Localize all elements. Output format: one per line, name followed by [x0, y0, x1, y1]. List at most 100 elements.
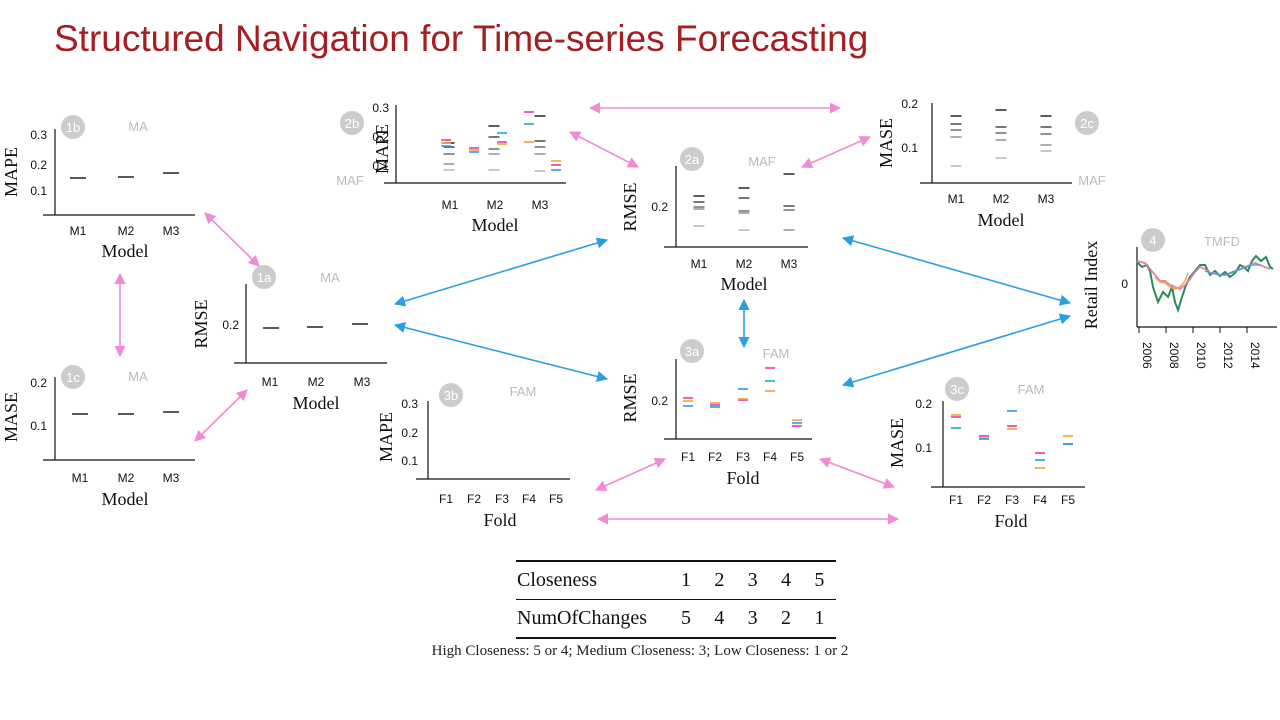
table-cell: 4	[769, 561, 803, 600]
y-tick-label: 0.3	[372, 101, 389, 115]
y-tick-label: 0.1	[30, 184, 47, 198]
y-tick-label: 0.1	[372, 159, 389, 173]
data-marks	[951, 410, 1073, 469]
x-tick-label: M1	[442, 198, 459, 212]
view-label: FAM	[763, 346, 790, 361]
x-tick-label: 2012	[1221, 342, 1235, 369]
blue-arrow	[841, 235, 1072, 306]
x-tick-label: 2014	[1248, 342, 1262, 369]
x-tick-label: 2010	[1194, 342, 1208, 369]
data-marks	[693, 173, 795, 231]
y-axis-label: MAPE	[1, 147, 21, 197]
y-axis-label: RMSE	[620, 182, 640, 231]
navigation-figure: 1b MA 0.1 0.2 0.3 MAPE M1 M2 M3 Model 1c…	[1, 97, 1277, 527]
data-marks	[443, 115, 546, 172]
x-tick-label: F5	[549, 492, 563, 506]
data-marks	[950, 109, 1052, 167]
x-axis-label: Fold	[483, 510, 516, 527]
x-tick-label: F2	[708, 450, 722, 464]
y-tick-label: 0.2	[372, 130, 389, 144]
panel-badge	[252, 265, 276, 289]
panel-id: 3c	[950, 382, 964, 397]
pink-arrow	[818, 457, 896, 489]
panel-id: 4	[1149, 233, 1156, 248]
panel-1c: 1c MA 0.1 0.2 MASE M1 M2 M3 Model	[1, 365, 195, 509]
x-tick-label: M2	[993, 192, 1010, 206]
x-tick-label: F3	[1005, 493, 1019, 507]
y-axis-label: RMSE	[191, 299, 211, 348]
panel-badge	[1141, 228, 1165, 252]
view-label: TMFD	[1204, 234, 1240, 249]
y-tick-label: 0.2	[30, 158, 47, 172]
x-tick-label: F1	[439, 492, 453, 506]
view-label: MAF	[748, 154, 776, 169]
y-tick-label: 0.1	[401, 454, 418, 468]
x-axis-label: Model	[293, 393, 340, 413]
x-tick-label: M2	[118, 471, 135, 485]
table-cell: 5	[802, 561, 836, 600]
table-row: NumOfChanges 5 4 3 2 1	[516, 600, 836, 639]
panel-1b: 1b MA 0.1 0.2 0.3 MAPE M1 M2 M3 Model	[1, 115, 195, 261]
view-label: MA	[128, 369, 148, 384]
x-tick-label: F1	[681, 450, 695, 464]
series-line	[1204, 264, 1260, 276]
x-tick-label: F3	[495, 492, 509, 506]
panel-4: 4 TMFD 0 Retail Index 2006 2008 2010 201…	[1081, 228, 1277, 369]
x-tick-label: F2	[977, 493, 991, 507]
y-tick-label: 0.2	[30, 376, 47, 390]
pink-arrow	[800, 135, 872, 169]
y-tick-label: 0.3	[30, 128, 47, 142]
y-axis-label: MAPE	[376, 412, 396, 462]
y-axis-label: Retail Index	[1081, 241, 1101, 329]
x-tick-label: M1	[691, 257, 708, 271]
panel-id: 2b	[345, 116, 359, 131]
x-tick-label: M2	[736, 257, 753, 271]
table-cell: 2	[702, 561, 736, 600]
y-axis-label: MASE	[887, 418, 907, 468]
panel-badge	[680, 339, 704, 363]
x-axis-label: Model	[721, 274, 768, 294]
panel-2b: 2b MAF 0.1 0.2 0.3 MAPE M1 M2 M3 Model	[336, 101, 566, 235]
view-label: FAM	[510, 384, 537, 399]
y-tick-label: 0.1	[915, 441, 932, 455]
x-axis-label: Fold	[726, 468, 759, 488]
blue-arrow	[841, 313, 1072, 388]
x-axis-label: Model	[102, 489, 149, 509]
table-row: Closeness 1 2 3 4 5	[516, 561, 836, 600]
y-tick-label: 0.2	[651, 394, 668, 408]
panel-id: 1c	[66, 370, 80, 385]
x-tick-label: M3	[163, 471, 180, 485]
panel-badge	[1075, 111, 1099, 135]
x-tick-label: M3	[781, 257, 798, 271]
x-tick-label: M3	[354, 375, 371, 389]
panel-badge	[680, 147, 704, 171]
x-tick-label: M1	[70, 224, 87, 238]
row-label: NumOfChanges	[517, 607, 647, 629]
y-axis-label: RMSE	[620, 373, 640, 422]
x-tick-label: F1	[949, 493, 963, 507]
slide-title: Structured Navigation for Time-series Fo…	[54, 18, 869, 59]
panel-2a: 2a MAF 0.2 RMSE M1 M2 M3 Model	[620, 147, 808, 294]
panel-1a: 1a MA 0.2 RMSE M1 M2 M3 Model	[191, 265, 387, 413]
panel-id: 2a	[685, 152, 700, 167]
view-label: MA	[320, 270, 340, 285]
x-axis-label: Model	[978, 210, 1025, 230]
y-axis-label: MAPE	[372, 124, 392, 174]
table-cell: 4	[714, 607, 725, 629]
panel-badge	[439, 383, 463, 407]
x-tick-label: M2	[487, 198, 504, 212]
x-tick-label: M2	[308, 375, 325, 389]
x-axis-label: Model	[472, 215, 519, 235]
panel-id: 3b	[444, 388, 458, 403]
panel-id: 1b	[66, 120, 80, 135]
x-tick-label: M3	[163, 224, 180, 238]
data-marks	[683, 367, 802, 427]
x-tick-label: F4	[522, 492, 536, 506]
x-tick-label: F4	[1033, 493, 1047, 507]
y-tick-label: 0.2	[915, 397, 932, 411]
pink-arrow	[194, 389, 248, 442]
x-tick-label: M1	[948, 192, 965, 206]
x-tick-label: M3	[1038, 192, 1055, 206]
blue-arrow	[393, 237, 609, 307]
x-axis-label: Model	[102, 241, 149, 261]
